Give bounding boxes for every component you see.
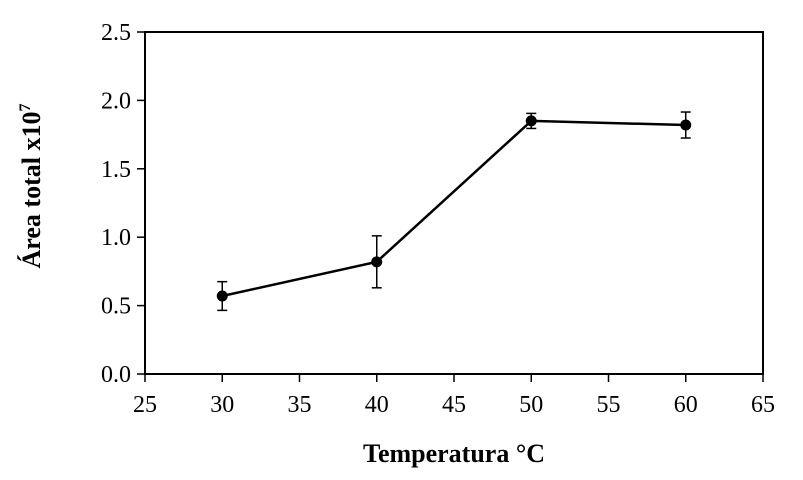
x-tick-label: 30	[210, 392, 234, 418]
y-axis-title-text: Área total x10	[17, 112, 46, 269]
plot-area	[144, 31, 764, 375]
x-tick-label: 60	[674, 392, 698, 418]
x-tick-label: 55	[597, 392, 621, 418]
data-point	[680, 119, 692, 131]
x-tick-label: 50	[519, 392, 543, 418]
x-tick-label: 45	[442, 392, 466, 418]
plot-border	[144, 31, 764, 375]
x-tick-label: 65	[751, 392, 775, 418]
y-tick-label: 2.5	[101, 20, 131, 46]
y-tick-label: 0.0	[101, 362, 131, 388]
data-point	[525, 115, 537, 127]
y-tick-label: 1.0	[101, 225, 131, 251]
data-series	[216, 111, 692, 312]
y-tick-label: 1.5	[101, 157, 131, 183]
x-axis-title: Temperatura °C	[363, 439, 545, 468]
y-tick-label: 2.0	[101, 88, 131, 114]
x-tick-label: 40	[365, 392, 389, 418]
data-point	[216, 290, 228, 302]
y-tick-label: 0.5	[101, 294, 131, 320]
axis-ticks: 25 30 35 40 45 50 55 60 65 0.0 0.5 1.0 1.5 2.0 2.5	[101, 20, 775, 418]
y-axis-title: Área total x107	[17, 104, 46, 269]
x-tick-label: 35	[288, 392, 312, 418]
series-line	[221, 119, 686, 298]
data-point	[371, 256, 383, 268]
x-tick-label: 25	[133, 392, 157, 418]
y-axis-title-exponent: 7	[17, 104, 34, 112]
